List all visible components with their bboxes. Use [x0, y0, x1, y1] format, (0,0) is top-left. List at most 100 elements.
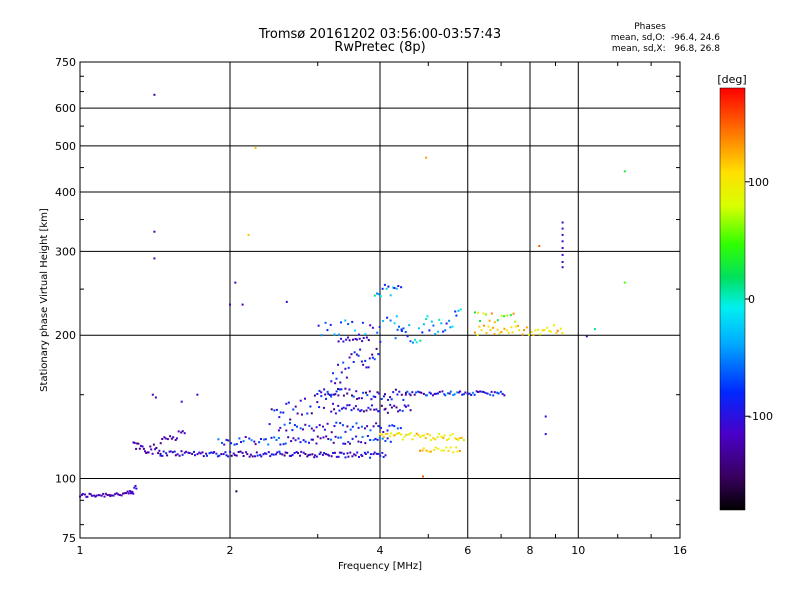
data-point: [279, 452, 282, 455]
data-point: [395, 406, 398, 409]
data-point: [330, 380, 333, 383]
data-point: [278, 450, 281, 453]
data-point: [369, 439, 372, 441]
data-point: [382, 431, 385, 433]
data-point: [277, 429, 280, 432]
data-point: [222, 453, 225, 456]
data-point: [221, 441, 223, 444]
data-point: [282, 443, 285, 446]
data-point: [162, 450, 165, 453]
data-point: [496, 319, 499, 322]
data-point: [419, 449, 421, 452]
data-point: [440, 435, 443, 438]
data-point: [386, 316, 389, 319]
data-point: [384, 407, 387, 410]
data-point: [440, 449, 443, 452]
data-point: [376, 438, 379, 441]
data-point: [419, 436, 422, 439]
data-point: [421, 434, 423, 437]
data-point: [342, 394, 345, 397]
data-point: [507, 331, 510, 334]
data-point: [310, 412, 313, 415]
data-point: [110, 494, 113, 497]
data-point: [175, 437, 178, 440]
data-point: [337, 455, 340, 458]
data-point: [193, 450, 195, 453]
data-point: [318, 406, 321, 409]
data-point: [238, 437, 241, 440]
data-point: [360, 360, 363, 363]
data-point: [415, 432, 418, 435]
data-point: [288, 422, 291, 425]
data-point: [377, 293, 380, 296]
data-point: [492, 394, 495, 397]
data-point: [441, 390, 444, 393]
data-point: [333, 333, 336, 336]
data-point: [442, 449, 445, 452]
data-point: [350, 409, 353, 412]
data-point: [393, 404, 396, 407]
data-point: [514, 325, 517, 328]
data-point: [397, 432, 400, 435]
data-point: [327, 438, 330, 440]
data-point: [225, 454, 228, 457]
data-point: [173, 450, 176, 453]
data-point: [201, 451, 204, 454]
data-point: [384, 440, 387, 442]
data-point: [357, 333, 360, 336]
data-point: [347, 455, 350, 458]
data-point: [352, 407, 355, 410]
data-point: [299, 441, 302, 444]
data-point: [359, 348, 362, 351]
data-point: [199, 452, 202, 455]
data-point: [276, 451, 279, 454]
data-point: [548, 329, 551, 332]
data-point: [132, 441, 135, 444]
data-point: [433, 392, 436, 395]
data-point: [405, 391, 407, 394]
data-point: [159, 442, 162, 445]
data-point: [457, 391, 460, 394]
data-point: [371, 326, 374, 329]
data-point: [454, 437, 457, 440]
data-point: [291, 453, 294, 456]
data-point: [457, 439, 460, 441]
data-point: [313, 456, 316, 459]
data-point: [345, 338, 348, 341]
data-point: [306, 412, 309, 415]
data-point: [454, 310, 457, 313]
data-point: [395, 315, 398, 318]
data-point: [373, 294, 376, 297]
data-point: [318, 389, 321, 392]
data-point: [351, 394, 353, 397]
data-point: [319, 451, 322, 454]
data-point: [338, 388, 341, 391]
data-point: [168, 450, 171, 453]
data-point: [402, 398, 405, 401]
data-point: [338, 451, 341, 454]
data-point: [422, 323, 425, 326]
data-point: [205, 452, 208, 455]
data-point: [446, 439, 449, 441]
data-point: [411, 391, 414, 394]
data-point: [500, 330, 503, 333]
data-point: [337, 436, 340, 439]
data-point: [161, 454, 164, 457]
data-point: [320, 395, 323, 398]
data-point: [470, 394, 473, 396]
data-point: [457, 309, 460, 312]
data-point: [561, 332, 564, 335]
data-point: [361, 321, 364, 324]
data-point: [351, 455, 354, 458]
data-point: [348, 404, 351, 407]
data-point: [561, 261, 564, 263]
data-point: [364, 359, 367, 362]
data-point: [561, 227, 564, 230]
data-point: [485, 332, 488, 335]
data-point: [389, 396, 392, 399]
data-point: [348, 388, 351, 391]
data-point: [349, 451, 352, 454]
data-point: [512, 312, 515, 315]
data-point: [389, 294, 392, 297]
data-point: [561, 221, 564, 224]
